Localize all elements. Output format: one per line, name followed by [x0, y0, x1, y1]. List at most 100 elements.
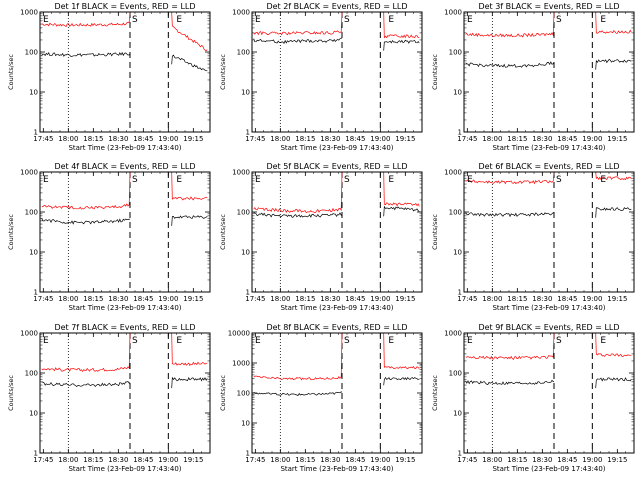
- annotation-label: S: [556, 336, 562, 346]
- x-tick-label: 19:00: [158, 135, 178, 143]
- series-line-black-after: [171, 54, 208, 72]
- x-tick-label: 18:00: [270, 456, 290, 464]
- chart-panel-3: Det 3f BLACK = Events, RED = LLD Counts/s…: [431, 2, 635, 152]
- y-tick-label: 100: [237, 49, 250, 57]
- x-tick-label: 18:30: [108, 295, 128, 303]
- y-axis-label: Counts/sec: [7, 375, 15, 411]
- x-tick-label: 18:45: [133, 135, 153, 143]
- series-line-black-after: [383, 39, 420, 51]
- y-tick-label: 10: [29, 89, 38, 97]
- plot-frame: [251, 11, 423, 133]
- annotation-label: E: [388, 175, 394, 185]
- series-line-black-after: [171, 376, 208, 389]
- x-tick-label: 18:45: [345, 456, 365, 464]
- series-line-red: [41, 332, 131, 373]
- x-tick-label: 17:45: [457, 135, 477, 143]
- annotation-label: E: [255, 15, 261, 25]
- annotation-label: S: [344, 15, 350, 25]
- y-tick-label: 10: [29, 410, 38, 418]
- annotation-label: S: [556, 175, 562, 185]
- y-axis-label: Counts/sec: [219, 375, 227, 411]
- x-tick-label: 19:00: [370, 135, 390, 143]
- chart-panel-5: Det 5f BLACK = Events, RED = LLD Counts/s…: [219, 162, 423, 312]
- y-tick-label: 100: [449, 49, 462, 57]
- series-line-red: [465, 11, 555, 38]
- x-tick-label: 17:45: [33, 295, 53, 303]
- series-line-red-after: [171, 11, 208, 51]
- x-tick-label: 19:15: [395, 295, 415, 303]
- y-tick-label: 100: [449, 209, 462, 217]
- chart-panel-2: Det 2f BLACK = Events, RED = LLD Counts/s…: [219, 2, 423, 152]
- y-axis-label: Counts/sec: [219, 214, 227, 250]
- y-tick-label: 10000: [228, 330, 250, 338]
- y-tick-label: 1: [246, 129, 250, 137]
- y-tick-label: 1: [246, 450, 250, 458]
- series-line-black: [41, 218, 131, 225]
- series-line-black-after: [595, 207, 632, 218]
- series-line-red-after: [383, 11, 420, 39]
- x-tick-label: 18:45: [557, 135, 577, 143]
- x-tick-label: 18:00: [270, 135, 290, 143]
- series-line-black: [253, 212, 343, 218]
- series-line-red: [253, 332, 343, 381]
- series-line-red: [465, 171, 555, 185]
- x-axis-label: Start Time (23-Feb-09 17:43:40): [492, 144, 605, 152]
- y-tick-label: 1: [34, 129, 38, 137]
- x-tick-label: 19:15: [183, 135, 203, 143]
- x-tick-label: 19:00: [158, 456, 178, 464]
- y-tick-label: 1: [458, 129, 462, 137]
- annotation-label: S: [344, 336, 350, 346]
- series-line-red: [41, 11, 131, 27]
- y-tick-label: 1000: [232, 169, 250, 177]
- x-tick-label: 18:15: [507, 295, 527, 303]
- series-line-black-after: [171, 215, 208, 226]
- y-tick-label: 100: [25, 209, 38, 217]
- y-tick-label: 1: [34, 289, 38, 297]
- x-tick-label: 18:45: [345, 295, 365, 303]
- series-line-red-after: [383, 171, 420, 207]
- y-tick-label: 10: [453, 249, 462, 257]
- plot-frame: [251, 171, 423, 293]
- plot-frame: [39, 332, 211, 454]
- chart-title: Det 1f BLACK = Events, RED = LLD: [54, 2, 195, 11]
- plot-frame: [39, 11, 211, 133]
- x-tick-label: 18:15: [295, 456, 315, 464]
- x-tick-label: 18:45: [133, 295, 153, 303]
- y-axis-label: Counts/sec: [219, 54, 227, 90]
- chart-title: Det 4f BLACK = Events, RED = LLD: [54, 162, 195, 171]
- y-axis-label: Counts/sec: [431, 375, 439, 411]
- series-line-black: [465, 212, 555, 218]
- chart-panel-1: Det 1f BLACK = Events, RED = LLD Counts/s…: [7, 2, 211, 152]
- series-line-black-after: [383, 205, 420, 217]
- x-tick-label: 18:45: [345, 135, 365, 143]
- annotation-label: S: [556, 15, 562, 25]
- plot-frame: [251, 332, 423, 454]
- x-tick-label: 19:00: [370, 456, 390, 464]
- x-tick-label: 18:00: [58, 295, 78, 303]
- y-tick-label: 100: [449, 370, 462, 378]
- x-tick-label: 18:45: [133, 456, 153, 464]
- series-line-red: [465, 332, 555, 360]
- x-tick-label: 17:45: [245, 135, 265, 143]
- series-line-red: [253, 11, 343, 36]
- annotation-label: S: [132, 15, 138, 25]
- series-line-black-after: [595, 377, 632, 389]
- x-tick-label: 19:15: [183, 456, 203, 464]
- annotation-label: E: [467, 175, 473, 185]
- y-tick-label: 10: [453, 89, 462, 97]
- annotation-label: E: [467, 336, 473, 346]
- plot-frame: [39, 171, 211, 293]
- annotation-label: E: [388, 336, 394, 346]
- x-tick-label: 18:15: [507, 456, 527, 464]
- annotation-label: S: [132, 336, 138, 346]
- y-axis-label: Counts/sec: [7, 54, 15, 90]
- y-tick-label: 1000: [20, 9, 38, 17]
- series-line-black: [253, 391, 343, 396]
- y-tick-label: 100: [237, 390, 250, 398]
- x-tick-label: 18:30: [320, 135, 340, 143]
- y-axis-label: Counts/sec: [431, 214, 439, 250]
- series-line-red-after: [383, 332, 420, 370]
- x-tick-label: 18:00: [58, 135, 78, 143]
- y-tick-label: 1000: [232, 9, 250, 17]
- plot-frame: [463, 11, 635, 133]
